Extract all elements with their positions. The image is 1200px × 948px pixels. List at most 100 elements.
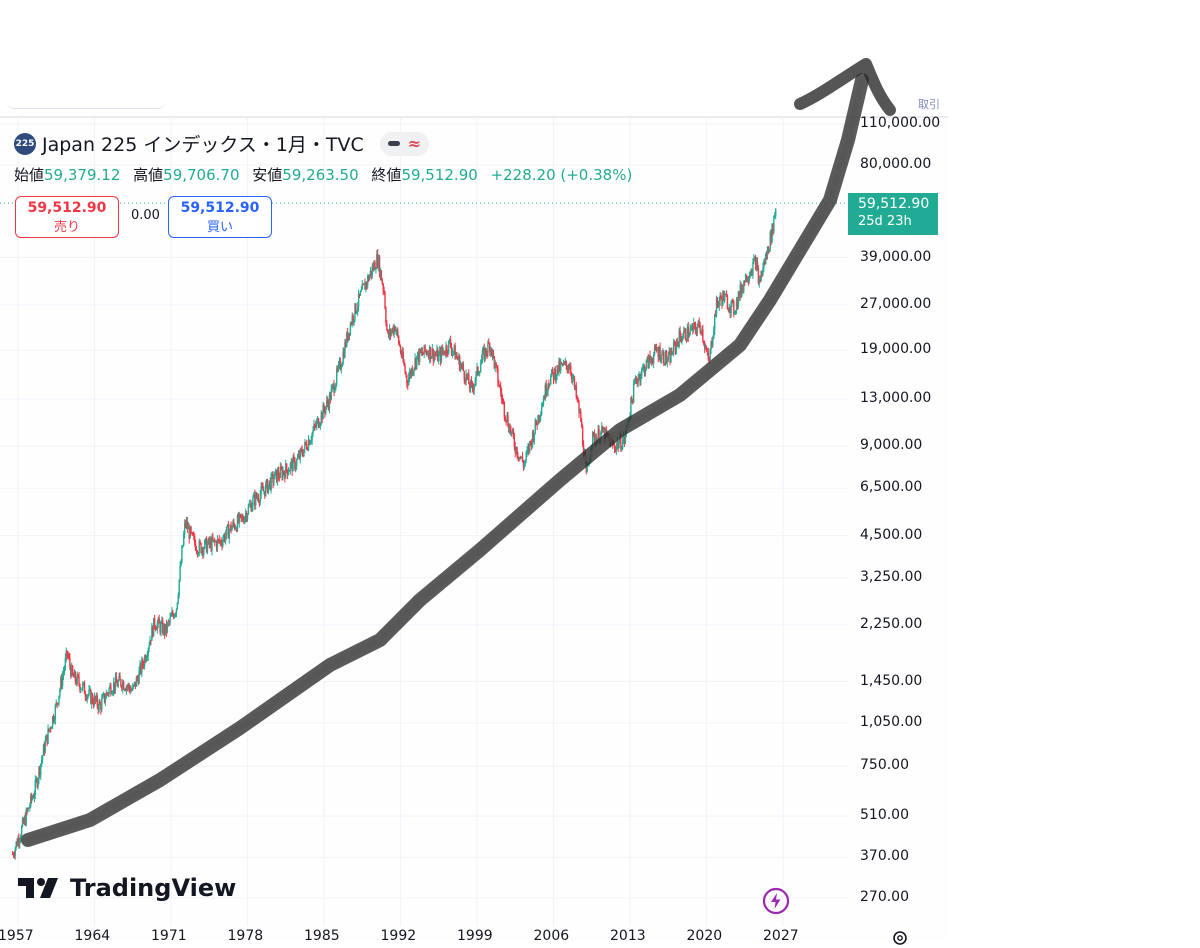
candle-body (453, 345, 455, 351)
buy-button[interactable]: 59,512.90 買い (168, 196, 272, 238)
candle-body (240, 514, 242, 518)
candle-body (612, 444, 615, 446)
candle-body (83, 682, 86, 695)
candle-body (665, 351, 668, 363)
candle-body (100, 704, 102, 710)
x-tick-label: 1978 (227, 928, 264, 944)
y-tick-label: 3,250.00 (860, 568, 923, 585)
symbol-badge[interactable]: 225 (14, 132, 36, 155)
candle-body (492, 350, 495, 357)
candle-body (359, 291, 362, 296)
candle-body (529, 441, 531, 451)
candle-body (24, 817, 26, 826)
candle-body (344, 341, 346, 358)
candle-body (666, 360, 669, 363)
candle-body (769, 232, 771, 250)
lightning-icon[interactable] (762, 887, 790, 915)
candle-body (699, 324, 701, 331)
candle-body (516, 447, 518, 457)
candle-body (341, 363, 343, 367)
candle-body (170, 615, 172, 617)
sell-button[interactable]: 59,512.90 売り (15, 196, 119, 238)
candle-body (703, 340, 705, 344)
candle-body (203, 540, 206, 549)
candle-body (123, 689, 126, 691)
candle-body (766, 246, 769, 256)
candle-body (223, 534, 225, 540)
candle-body (369, 270, 372, 276)
candle-body (459, 364, 462, 371)
candle-body (551, 369, 554, 373)
candle-body (422, 353, 424, 355)
candle-body (88, 689, 90, 695)
candle-body (683, 331, 685, 338)
candle-body (560, 363, 562, 371)
candle-body (450, 346, 453, 354)
candle-body (290, 461, 292, 464)
corner-trade-text[interactable]: 取引 (918, 98, 940, 111)
tradingview-logo[interactable]: TradingView (18, 874, 236, 902)
candle-body (174, 613, 177, 615)
candle-body (375, 268, 377, 270)
candle-body (257, 497, 260, 502)
candle-body (283, 470, 285, 474)
candle-body (617, 441, 619, 449)
tradingview-logo-icon (18, 878, 58, 898)
candle-body (130, 689, 132, 693)
chart-title[interactable]: Japan 225 インデックス・1月・TVC (42, 134, 364, 156)
candle-body (85, 696, 88, 700)
candle-body (320, 412, 322, 424)
y-tick-label: 750.00 (860, 757, 909, 774)
candle-body (679, 330, 681, 337)
candle-body (465, 373, 467, 383)
candle-body (703, 343, 706, 349)
candle-body (535, 419, 537, 425)
candle-body (485, 348, 487, 354)
candle-body (499, 385, 502, 393)
candle-body (652, 354, 655, 364)
candle-body (762, 267, 764, 274)
header-separator (0, 116, 948, 119)
candle-body (642, 367, 644, 369)
candle-body (481, 350, 484, 360)
candle-body (755, 261, 758, 269)
market-status-pill[interactable]: ≈ (379, 131, 430, 156)
candle-body (84, 694, 87, 697)
candle-body (745, 274, 748, 282)
hand-drawn-arrow-head (794, 58, 896, 116)
candle-body (44, 740, 47, 753)
candle-body (116, 682, 118, 687)
candle-body (215, 541, 218, 549)
candle-body (323, 405, 325, 411)
candle-body (211, 537, 213, 551)
candle-body (93, 696, 96, 706)
candle-body (743, 280, 745, 291)
candle-body (565, 361, 567, 366)
candle-body (163, 624, 166, 634)
candle-body (555, 375, 557, 381)
candle-body (161, 620, 163, 624)
candle-body (258, 501, 261, 503)
candle-body (681, 339, 683, 342)
candle-body (339, 360, 342, 370)
candle-body (321, 412, 323, 420)
candle-body (366, 282, 368, 285)
candle-body (190, 527, 192, 533)
candle-body (540, 414, 542, 417)
candle-body (104, 698, 107, 702)
candle-body (191, 532, 193, 534)
gear-icon[interactable] (890, 928, 910, 948)
candle-body (109, 685, 111, 689)
candle-body (132, 686, 134, 691)
high-label: 高値 (133, 166, 164, 184)
candle-body (397, 329, 399, 336)
candle-body (530, 441, 533, 447)
candle-body (89, 689, 91, 691)
candle-body (652, 362, 654, 364)
candle-body (308, 440, 311, 445)
candle-body (637, 378, 639, 384)
candle-body (576, 396, 578, 400)
candle-body (313, 424, 315, 430)
candle-body (602, 429, 605, 433)
